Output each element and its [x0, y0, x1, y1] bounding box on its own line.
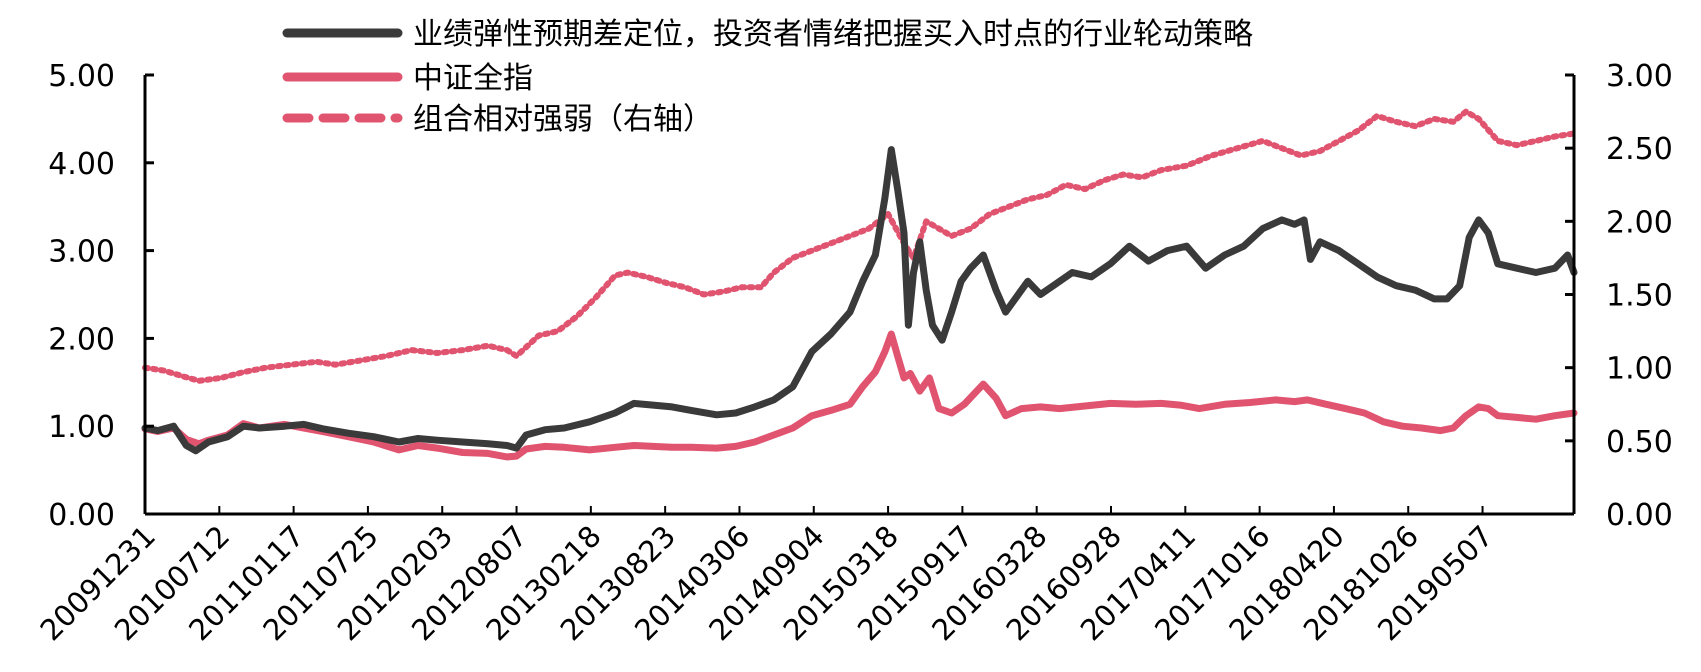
y-right-tick-label: 1.00: [1606, 352, 1673, 387]
y-right-tick-label: 2.00: [1606, 205, 1673, 240]
y-left-tick-label: 1.00: [48, 410, 115, 445]
y-right-tick-label: 0.50: [1606, 425, 1673, 460]
y-right-tick-label: 2.50: [1606, 132, 1673, 167]
legend-label-2: 中证全指: [413, 61, 533, 96]
legend-label-3: 组合相对强弱（右轴）: [413, 102, 713, 137]
y-left-tick-label: 3.00: [48, 235, 115, 270]
legend-label-1: 业绩弹性预期差定位，投资者情绪把握买入时点的行业轮动策略: [413, 17, 1253, 52]
plot-lines: [141, 108, 1578, 461]
y-right-tick-label: 3.00: [1606, 59, 1673, 94]
y-left-tick-label: 5.00: [48, 59, 115, 94]
y-left-tick-label: 0.00: [48, 498, 115, 533]
y-right-tick-label: 1.50: [1606, 279, 1673, 314]
series-line-1: [141, 146, 1578, 455]
axes: 0.00 1.00 2.00 3.00 4.00 5.00 0.00 0.50 1.00 1.50…: [34, 59, 1673, 647]
y-right-tick-label: 0.00: [1606, 498, 1673, 533]
series-line-2: [141, 330, 1578, 461]
legend: 业绩弹性预期差定位，投资者情绪把握买入时点的行业轮动策略中证全指组合相对强弱（右…: [282, 17, 1253, 137]
series-line-3: [142, 108, 1577, 384]
y-left-tick-label: 2.00: [48, 322, 115, 357]
y-left-tick-label: 4.00: [48, 147, 115, 182]
